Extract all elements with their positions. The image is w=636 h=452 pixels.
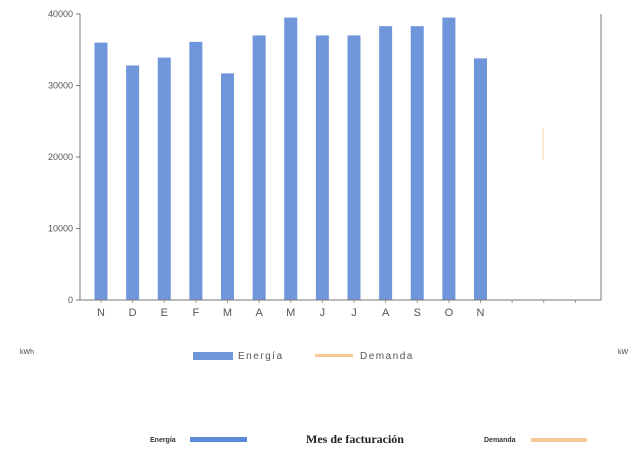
x-category-label: J — [320, 307, 326, 319]
bar-energy — [94, 42, 108, 300]
energy-bars — [94, 17, 487, 301]
x-category-label: J — [351, 307, 357, 319]
bottom-legend-demand-label: Demanda — [484, 437, 516, 444]
x-category-label: A — [255, 307, 263, 319]
y-tick-label: 0 — [68, 295, 73, 305]
y-axis-left-unit: kWh — [20, 349, 34, 356]
bar-energy — [410, 26, 424, 301]
x-category-label: A — [382, 307, 390, 319]
legend-label-demand: Demanda — [360, 351, 414, 362]
bottom-legend-demand-swatch — [531, 438, 587, 442]
y-tick-label: 30000 — [48, 81, 73, 91]
y-axis-right-unit: kW — [618, 349, 629, 356]
legend-swatch-energy — [193, 352, 233, 360]
bar-energy — [315, 35, 329, 300]
x-category-label: N — [477, 307, 485, 319]
bar-energy — [379, 26, 393, 301]
legend-swatch-demand — [315, 354, 353, 357]
bar-energy — [474, 58, 487, 300]
bar-energy — [221, 73, 234, 300]
x-category-label: E — [161, 307, 168, 319]
x-category-label: M — [223, 307, 232, 319]
x-category-label: N — [97, 307, 105, 319]
bottom-legend-energy-label: Energía — [150, 437, 176, 444]
x-category-label: F — [193, 307, 200, 319]
y-tick-label: 10000 — [48, 224, 73, 234]
x-axis-title: Mes de facturación — [306, 432, 404, 446]
legend-label-energy: Energía — [238, 351, 284, 362]
bar-energy — [126, 65, 140, 300]
bottom-legend-energy-swatch — [190, 437, 247, 442]
bar-energy — [252, 35, 266, 300]
y-tick-label: 20000 — [48, 152, 73, 162]
bar-energy — [347, 35, 361, 300]
bar-energy — [284, 17, 298, 300]
bar-energy — [157, 57, 171, 300]
y-axis-ticks: 0 10000 20000 30000 40000 — [48, 9, 80, 305]
x-category-label: M — [286, 307, 295, 319]
x-category-label: O — [445, 307, 454, 319]
x-category-label: D — [129, 307, 137, 319]
x-category-label: S — [414, 307, 421, 319]
bar-energy — [442, 17, 456, 300]
y-tick-label: 40000 — [48, 9, 73, 19]
bar-energy — [189, 41, 203, 300]
